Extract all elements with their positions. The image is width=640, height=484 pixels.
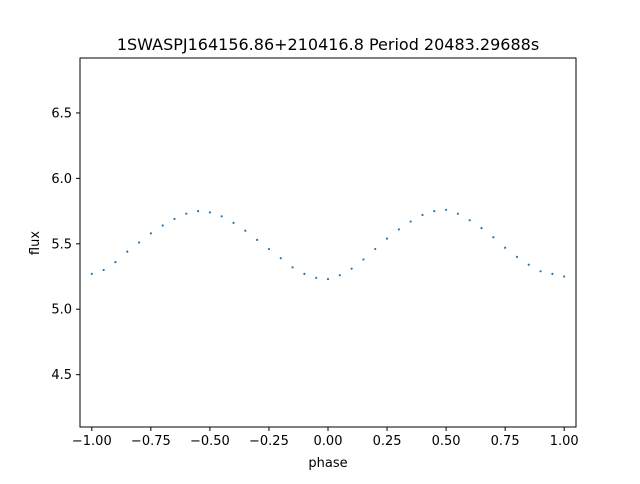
data-point [291, 266, 294, 269]
data-point [232, 221, 235, 224]
x-tick-label: 0.75 [491, 434, 520, 449]
data-point [220, 215, 223, 218]
data-point [161, 224, 164, 227]
data-point [114, 261, 117, 264]
data-points [90, 208, 566, 281]
chart-title: 1SWASPJ164156.86+210416.8 Period 20483.2… [117, 35, 539, 54]
x-tick-label: 0.25 [373, 434, 402, 449]
data-point [385, 237, 389, 240]
x-tick-label: 0.50 [432, 434, 461, 449]
data-point [350, 267, 353, 270]
data-point [563, 275, 566, 278]
data-point [468, 219, 471, 222]
data-point [338, 274, 341, 277]
data-point [421, 213, 424, 217]
data-point [362, 258, 365, 261]
data-point [102, 268, 105, 272]
data-point [185, 212, 188, 215]
y-tick-label: 4.5 [51, 368, 72, 383]
data-point [504, 246, 507, 249]
data-point [445, 208, 448, 211]
x-tick-label: 1.00 [550, 434, 579, 449]
data-point [539, 270, 542, 273]
x-tick-label: −0.25 [249, 434, 289, 449]
x-tick-label: −1.00 [72, 434, 112, 449]
y-axis-label: flux [28, 231, 43, 255]
data-point [456, 212, 459, 215]
x-tick-label: 0.00 [314, 434, 343, 449]
data-point [374, 247, 377, 251]
data-point [244, 229, 247, 232]
data-point [208, 211, 211, 214]
data-point [551, 272, 554, 275]
x-tick-label: −0.50 [190, 434, 230, 449]
x-tick-label: −0.75 [131, 434, 171, 449]
data-point [126, 250, 129, 253]
x-axis-label: phase [308, 456, 347, 471]
data-point [397, 228, 400, 231]
data-point [527, 263, 530, 266]
y-tick-label: 6.0 [51, 172, 72, 187]
data-point [315, 276, 318, 279]
data-point [515, 255, 519, 258]
data-point [197, 210, 200, 213]
y-axis-ticks: 4.5 5.0 5.5 6.0 6.5 [51, 106, 80, 383]
y-tick-label: 5.0 [51, 303, 72, 318]
data-point [492, 236, 495, 239]
data-point [267, 247, 271, 251]
data-point [137, 241, 141, 244]
data-point [433, 210, 436, 213]
y-tick-label: 6.5 [51, 106, 72, 121]
data-point [279, 257, 282, 260]
data-point [149, 232, 152, 235]
data-point [173, 217, 176, 221]
y-tick-label: 5.5 [51, 237, 72, 252]
data-point [480, 227, 483, 230]
data-point [303, 272, 306, 275]
data-point [409, 220, 412, 223]
data-point [326, 278, 330, 281]
x-axis-ticks: −1.00 −0.75 −0.50 −0.25 0.00 0.25 0.50 0.75 1.00 [72, 427, 579, 449]
data-point [256, 238, 259, 241]
data-point [90, 272, 93, 275]
